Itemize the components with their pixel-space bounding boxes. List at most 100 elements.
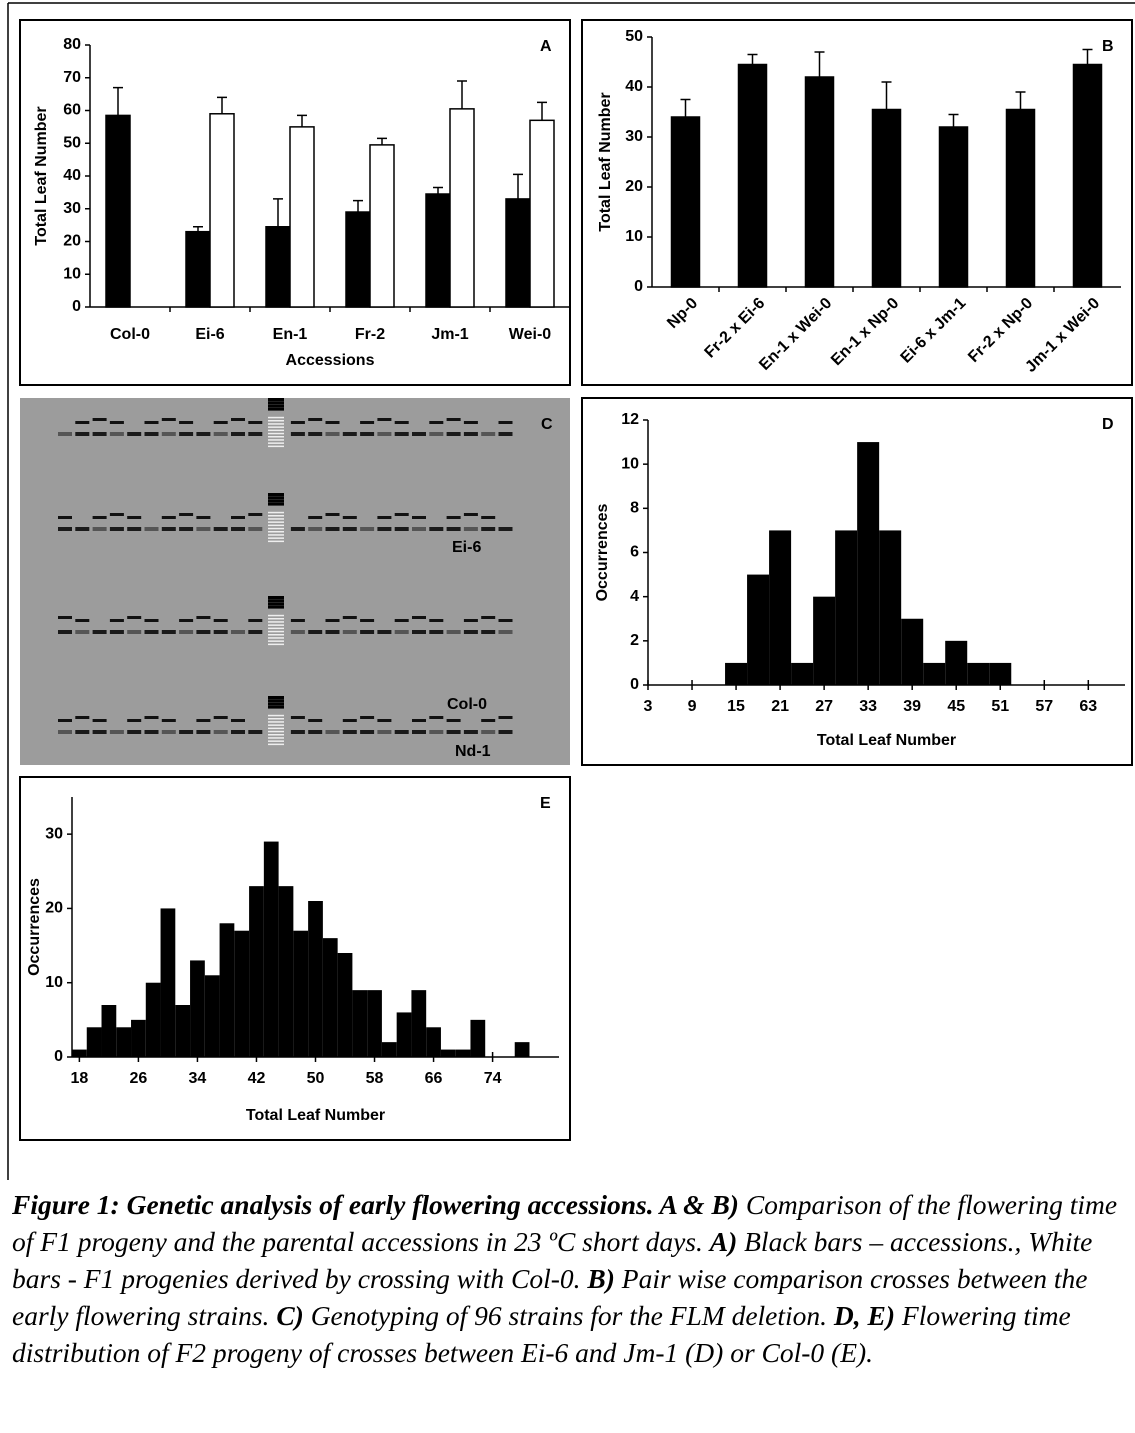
gel-band [498, 619, 513, 622]
error-bar [747, 53, 758, 65]
error-bar [814, 51, 825, 77]
gel-band [360, 730, 375, 734]
histogram-bar [86, 1027, 102, 1057]
histogram-bar [879, 530, 902, 685]
gel-band [109, 432, 124, 436]
gel-band [446, 516, 461, 519]
gel-band [248, 730, 263, 734]
gel-band [196, 719, 211, 722]
gel-band [412, 616, 426, 619]
gel-band [394, 527, 409, 531]
gel-ladder [268, 518, 284, 520]
gel-band [360, 421, 375, 424]
gel-ladder [268, 401, 284, 405]
gel-band [325, 432, 340, 436]
gel-band [248, 527, 263, 531]
x-axis-title: Total Leaf Number [246, 1107, 385, 1124]
gel-band [144, 619, 159, 622]
error-bar [113, 86, 123, 116]
error-bar [433, 186, 443, 195]
gel-band [127, 516, 142, 519]
gel-band [377, 418, 392, 421]
histogram-bar [747, 574, 770, 685]
gel-band [109, 619, 124, 622]
x-tick-label: 33 [859, 698, 877, 715]
gel-band [127, 432, 142, 436]
histogram-bar [835, 530, 858, 685]
gel-band [394, 432, 409, 436]
gel-band [325, 527, 340, 531]
gel-band [179, 619, 194, 622]
x-tick-label: 26 [130, 1070, 148, 1087]
gel-ladder [268, 436, 284, 438]
error-bar [680, 98, 691, 117]
error-bar [1015, 91, 1026, 110]
caption-text: Black bars – accessions., White bars - F… [12, 1226, 1093, 1294]
caption-bold: A) [709, 1226, 738, 1257]
histogram-bar [381, 1042, 397, 1057]
gel-band [75, 630, 90, 634]
gel-ladder [268, 737, 284, 739]
histogram-bar [470, 1019, 486, 1057]
gel-band [92, 516, 107, 519]
gel-ladder [268, 515, 284, 517]
histogram-bar [308, 901, 323, 1057]
x-tick-label: 34 [189, 1070, 207, 1087]
gel-band [58, 616, 72, 619]
gel-band [446, 418, 461, 421]
error-bar [217, 96, 227, 114]
y-tick-label: 0 [54, 1048, 63, 1065]
error-bar [457, 80, 467, 109]
panel-label: E [540, 795, 551, 812]
bar [871, 108, 902, 288]
gel-band [481, 516, 496, 519]
error-bar [881, 81, 892, 110]
gel-ladder [268, 634, 284, 636]
gel-band [394, 513, 409, 516]
gel-ladder [268, 734, 284, 736]
gel-ladder [268, 537, 284, 539]
gel-band [144, 421, 159, 424]
y-tick-label: 40 [63, 167, 81, 184]
panel-frame [581, 397, 1133, 766]
x-tick-label: 15 [727, 698, 745, 715]
gel-band [75, 716, 90, 719]
gel-band [161, 630, 176, 634]
gel-band [498, 432, 513, 436]
gel-band [342, 516, 357, 519]
caption-text: Flowering time distribution of F2 progen… [12, 1300, 1071, 1368]
caption-text: Pair wise comparison crosses between the… [12, 1263, 1088, 1331]
gel-band [342, 730, 357, 734]
gel-band [446, 719, 461, 722]
x-tick-label: 74 [484, 1070, 502, 1087]
gel-ladder [268, 627, 284, 630]
y-tick-label: 10 [625, 228, 643, 245]
gel-band [231, 418, 245, 421]
gel-band [75, 619, 90, 622]
gel-band [127, 527, 142, 531]
gel-band [161, 418, 176, 421]
histogram-bar [263, 841, 279, 1057]
x-tick-label: Np-0 [664, 295, 701, 332]
error-bar [297, 114, 307, 127]
gel-band [75, 527, 90, 531]
bar [670, 116, 701, 288]
gel-band [308, 630, 323, 634]
gel-ladder [268, 740, 284, 742]
gel-band [179, 527, 194, 531]
gel-ladder [268, 727, 284, 730]
gel-band [127, 730, 142, 734]
x-tick-label: Fr-2 x Ei-6 [702, 295, 769, 362]
histogram-bar [352, 990, 368, 1057]
gel-band [429, 716, 444, 719]
gel-ladder [268, 621, 284, 623]
gel-band [377, 719, 392, 722]
error-bar [1082, 48, 1093, 65]
gel-band [308, 516, 323, 519]
y-tick-label: 6 [630, 544, 639, 561]
x-tick-label: Jm-1 [431, 326, 468, 343]
y-tick-label: 8 [630, 500, 639, 517]
gel-band [58, 516, 72, 519]
gel-band [231, 432, 245, 436]
gel-ladder [268, 398, 284, 401]
